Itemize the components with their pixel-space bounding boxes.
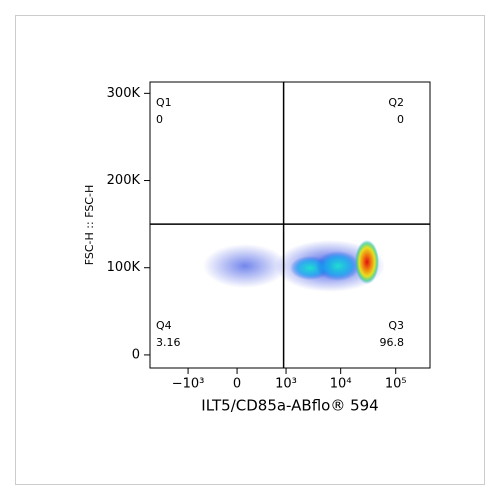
- quadrant-name: Q3: [388, 319, 404, 332]
- y-tick-label: 300K: [107, 86, 141, 101]
- quadrant-value: 0: [397, 113, 404, 126]
- y-tick-label: 0: [132, 347, 140, 362]
- frame: [15, 15, 485, 485]
- quadrant-value: 96.8: [380, 336, 405, 349]
- x-tick-label: 10⁵: [385, 377, 407, 392]
- x-tick-label: 10⁴: [330, 377, 352, 392]
- plot-frame: [149, 81, 431, 369]
- x-tick-label: 0: [233, 377, 241, 392]
- quadrant-value: 3.16: [156, 336, 181, 349]
- x-tick-label: −10³: [172, 377, 205, 392]
- y-tick-label: 200K: [107, 173, 141, 188]
- quadrant-name: Q1: [156, 96, 172, 109]
- y-tick-label: 100K: [107, 260, 141, 275]
- x-tick-label: 10³: [275, 377, 297, 392]
- quadrant-name: Q2: [388, 96, 404, 109]
- quadrant-name: Q4: [156, 319, 172, 332]
- x-axis-label: ILT5/CD85a-ABflo® 594: [201, 397, 378, 415]
- y-axis-label: FSC-H :: FSC-H: [83, 185, 96, 265]
- quadrant-value: 0: [156, 113, 163, 126]
- event-cloud: [203, 240, 385, 292]
